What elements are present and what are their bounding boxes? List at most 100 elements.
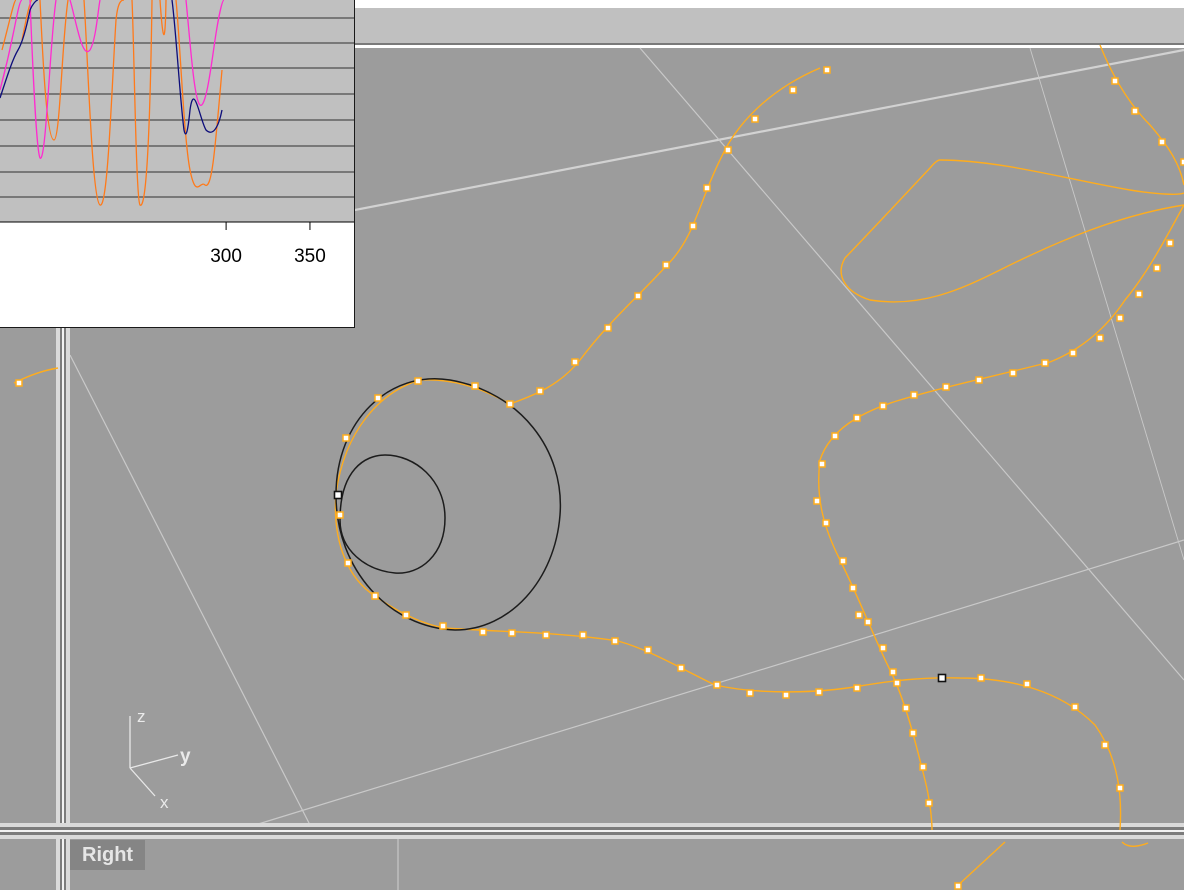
line-chart: 300350400 [0, 0, 354, 267]
viewport-title-right[interactable]: Right [70, 840, 146, 870]
chart-series-line-2 [0, 0, 225, 159]
lower-viewport[interactable] [70, 839, 1184, 890]
circle-curve-inner[interactable] [339, 454, 446, 574]
control-point[interactable] [1166, 239, 1174, 247]
selected-point[interactable] [333, 490, 343, 500]
x-axis-line [129, 767, 156, 797]
control-point[interactable] [402, 611, 410, 619]
control-point[interactable] [1071, 703, 1079, 711]
control-point[interactable] [746, 689, 754, 697]
control-point[interactable] [879, 402, 887, 410]
control-point[interactable] [506, 400, 514, 408]
grid-line [69, 354, 311, 826]
control-point[interactable] [689, 222, 697, 230]
control-point[interactable] [782, 691, 790, 699]
chart-series-line-3 [0, 0, 223, 135]
control-points-layer[interactable] [15, 66, 1184, 807]
control-point[interactable] [677, 664, 685, 672]
control-point[interactable] [1041, 359, 1049, 367]
control-point[interactable] [604, 324, 612, 332]
x-tick-label: 350 [294, 246, 326, 267]
control-point[interactable] [789, 86, 797, 94]
control-point[interactable] [831, 432, 839, 440]
control-point[interactable] [902, 704, 910, 712]
control-point[interactable] [864, 618, 872, 626]
control-point[interactable] [542, 631, 550, 639]
control-point[interactable] [374, 394, 382, 402]
control-point[interactable] [508, 629, 516, 637]
control-point[interactable] [724, 146, 732, 154]
control-point[interactable] [751, 115, 759, 123]
control-point[interactable] [1153, 264, 1161, 272]
curve-closed-leaf[interactable] [840, 159, 1184, 303]
y-axis-line [129, 754, 179, 769]
control-point[interactable] [1111, 77, 1119, 85]
z-axis-label: z [137, 707, 146, 726]
chart-series-line-1 [1, 0, 223, 206]
curve-right-loop[interactable] [818, 204, 1184, 831]
control-point[interactable] [1023, 680, 1031, 688]
control-point[interactable] [1116, 314, 1124, 322]
control-point[interactable] [942, 383, 950, 391]
y-axis-label: y [180, 746, 191, 767]
control-point[interactable] [909, 729, 917, 737]
control-point[interactable] [1069, 349, 1077, 357]
control-point[interactable] [1158, 138, 1166, 146]
control-point[interactable] [479, 628, 487, 636]
control-point[interactable] [713, 681, 721, 689]
control-point[interactable] [919, 763, 927, 771]
frame-line [354, 43, 1184, 45]
control-point[interactable] [1131, 107, 1139, 115]
control-point[interactable] [439, 622, 447, 630]
control-point[interactable] [1101, 741, 1109, 749]
control-point[interactable] [853, 414, 861, 422]
control-point[interactable] [336, 511, 344, 519]
control-point[interactable] [839, 557, 847, 565]
control-point[interactable] [536, 387, 544, 395]
control-point[interactable] [703, 184, 711, 192]
control-point[interactable] [815, 688, 823, 696]
control-point[interactable] [471, 382, 479, 390]
control-point[interactable] [1009, 369, 1017, 377]
control-point[interactable] [662, 261, 670, 269]
control-point[interactable] [1096, 334, 1104, 342]
circle-curve-outer[interactable] [335, 378, 562, 631]
control-point[interactable] [579, 631, 587, 639]
control-point[interactable] [611, 637, 619, 645]
control-point[interactable] [910, 391, 918, 399]
control-point[interactable] [644, 646, 652, 654]
lower-left-viewport [0, 839, 56, 890]
control-point[interactable] [414, 377, 422, 385]
control-point[interactable] [855, 611, 863, 619]
control-point[interactable] [925, 799, 933, 807]
control-point[interactable] [344, 559, 352, 567]
control-point[interactable] [15, 379, 23, 387]
control-point[interactable] [849, 584, 857, 592]
control-point[interactable] [342, 434, 350, 442]
control-point[interactable] [889, 668, 897, 676]
x-tick-label: 300 [210, 246, 242, 267]
world-axes-icon: z y x [129, 707, 191, 812]
control-point[interactable] [571, 358, 579, 366]
x-axis-label: x [160, 793, 169, 812]
control-point[interactable] [977, 674, 985, 682]
selected-point[interactable] [937, 673, 947, 683]
control-point[interactable] [1135, 290, 1143, 298]
control-point[interactable] [813, 497, 821, 505]
control-point[interactable] [975, 376, 983, 384]
control-point[interactable] [634, 292, 642, 300]
curve-top-right[interactable] [1099, 44, 1184, 186]
lower-curve [954, 841, 1006, 889]
control-point[interactable] [371, 592, 379, 600]
control-point[interactable] [818, 460, 826, 468]
control-point[interactable] [853, 684, 861, 692]
control-point[interactable] [1116, 784, 1124, 792]
control-point[interactable] [822, 519, 830, 527]
control-point[interactable] [1180, 158, 1184, 166]
splitter-highlight-h [0, 830, 1184, 832]
control-point[interactable] [823, 66, 831, 74]
splitter-highlight [62, 327, 64, 890]
control-point[interactable] [893, 679, 901, 687]
control-point[interactable] [879, 644, 887, 652]
